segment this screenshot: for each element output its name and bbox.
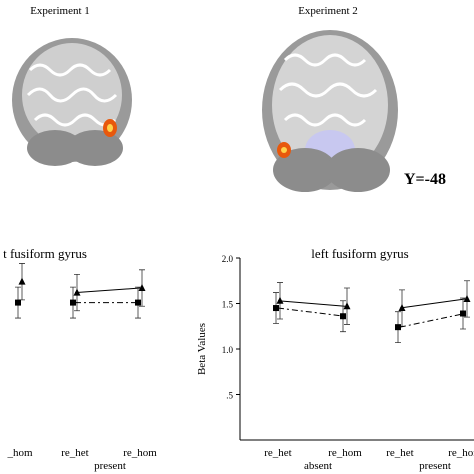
marker [138,284,146,292]
marker [398,304,406,312]
brain-image-1 [12,38,132,166]
y-axis-label: Beta Values [196,323,208,375]
series-line [277,300,346,307]
series-line [399,298,466,309]
panel-title: Experiment 2 [298,5,358,17]
marker [340,313,346,320]
y-tick-label: 2.0 [222,254,234,264]
marker [276,296,284,304]
slice-label: Y=-48 [404,171,446,188]
brain-image-2 [262,30,398,192]
chart-title: left fusiform gyrus [311,246,408,261]
marker [460,310,466,317]
marker [395,324,401,331]
marker [273,305,279,312]
group-label: present [94,460,126,472]
x-tick-label: re_het [264,447,291,459]
series-line [277,307,346,317]
y-tick-label: 1.5 [222,300,234,310]
y-tick-label: .5 [226,391,233,401]
x-tick-label: _hom [6,447,33,459]
x-tick-label: re_hom [328,447,362,459]
marker [73,288,81,296]
marker [15,299,21,306]
chart-title: t fusiform gyrus [3,246,87,261]
marker [135,299,141,306]
series-line [74,287,141,294]
marker [343,302,351,310]
group-label: present [419,460,451,472]
x-tick-label: re_het [386,447,413,459]
marker [70,299,76,306]
group-label: absent [304,460,332,472]
marker [463,294,471,302]
x-tick-label: re_hom [123,447,157,459]
x-tick-label: re_hom [448,447,474,459]
panel-title: Experiment 1 [30,5,90,17]
series-line [399,313,466,328]
y-tick-label: 1.0 [222,345,234,355]
x-tick-label: re_het [61,447,88,459]
marker [18,277,26,285]
